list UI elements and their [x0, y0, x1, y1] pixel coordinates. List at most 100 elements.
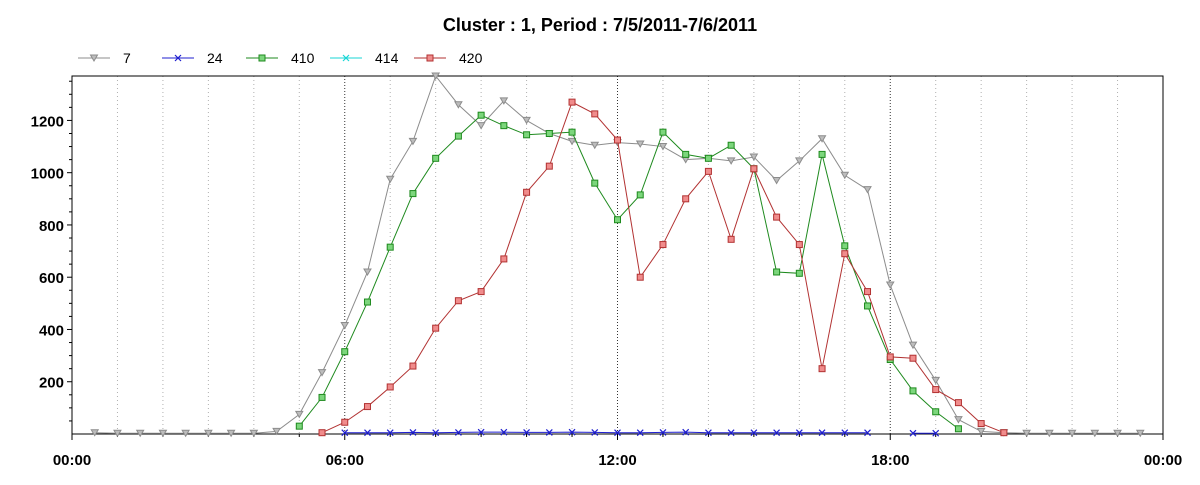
legend-item-420: 420: [414, 50, 483, 66]
data-point: [682, 195, 690, 203]
data-point: [659, 241, 667, 249]
legend-label: 24: [207, 50, 223, 66]
data-point: [408, 137, 418, 146]
data-point: [568, 428, 576, 436]
data-point: [431, 72, 441, 80]
data-point: [386, 243, 394, 251]
data-point: [500, 428, 508, 436]
data-point: [523, 131, 531, 139]
x-tick-label: 18:00: [871, 452, 909, 469]
data-point: [682, 428, 690, 436]
data-point: [727, 429, 735, 437]
data-point: [341, 429, 349, 437]
data-point: [864, 429, 871, 437]
legend: 7 24 410 414 420: [78, 50, 483, 66]
x-axis: 00:00 06:00 12:00 18:00 00:00: [53, 434, 1182, 469]
data-point: [226, 429, 236, 438]
data-point: [567, 137, 577, 146]
data-point: [409, 190, 417, 198]
data-point: [1044, 429, 1054, 438]
data-point: [545, 162, 553, 170]
data-point: [682, 150, 690, 158]
data-point: [726, 157, 736, 165]
data-point: [841, 250, 849, 258]
data-point: [1022, 429, 1032, 438]
data-point: [772, 177, 781, 185]
legend-marker: [174, 54, 182, 62]
legend-item-7: 7: [78, 50, 131, 66]
data-point: [908, 341, 918, 350]
data-point: [909, 387, 917, 395]
data-point: [317, 369, 327, 377]
data-point: [864, 288, 872, 296]
data-point: [818, 365, 826, 373]
data-point: [614, 216, 621, 224]
data-point: [954, 416, 963, 424]
data-point: [704, 154, 712, 162]
data-point: [1113, 429, 1122, 438]
data-point: [976, 427, 986, 436]
series-24: [341, 428, 940, 437]
data-point: [795, 429, 803, 437]
grid-lines: [116, 76, 1119, 434]
data-point: [454, 101, 463, 109]
data-point: [886, 353, 894, 361]
y-tick-label: 1000: [31, 166, 64, 183]
data-point: [818, 429, 826, 437]
data-point: [659, 128, 667, 136]
legend-marker: [426, 54, 434, 62]
data-point: [795, 241, 803, 249]
data-point: [249, 429, 259, 438]
data-point: [658, 143, 668, 151]
data-point: [750, 165, 758, 173]
data-point: [477, 428, 485, 436]
legend-marker: [89, 54, 99, 62]
data-point: [158, 429, 168, 438]
data-point: [885, 281, 895, 290]
data-point: [863, 186, 872, 194]
data-point: [477, 288, 485, 296]
legend-item-410: 410: [246, 50, 315, 66]
data-point: [794, 157, 804, 165]
data-point: [727, 141, 735, 149]
data-point: [500, 255, 508, 263]
data-point: [432, 154, 440, 162]
data-point: [386, 383, 394, 391]
data-point: [932, 429, 940, 437]
y-tick-label: 1200: [31, 113, 64, 130]
data-point: [909, 429, 917, 437]
legend-item-414: 414: [330, 50, 399, 66]
data-point: [727, 235, 735, 243]
data-point: [1067, 429, 1077, 438]
data-point: [636, 429, 644, 437]
x-tick-label: 12:00: [598, 452, 636, 469]
data-point: [432, 429, 440, 437]
data-point: [614, 136, 621, 144]
data-point: [954, 399, 962, 407]
y-tick-label: 400: [39, 322, 64, 339]
data-point: [90, 429, 100, 437]
data-point: [590, 141, 600, 150]
data-point: [954, 425, 962, 433]
data-point: [932, 408, 940, 416]
series-line: [321, 101, 1005, 434]
data-point: [409, 362, 417, 370]
data-point: [749, 153, 759, 161]
plot-area: [71, 75, 1164, 435]
data-point: [704, 429, 712, 437]
y-tick-label: 800: [39, 218, 64, 235]
data-point: [818, 150, 826, 158]
data-point: [363, 268, 372, 276]
data-point: [591, 429, 599, 436]
y-tick-label: 600: [39, 270, 64, 287]
data-point: [318, 429, 326, 437]
legend-label: 414: [375, 50, 399, 66]
data-point: [295, 422, 303, 430]
data-point: [522, 116, 531, 125]
data-point: [840, 171, 850, 180]
data-point: [909, 354, 917, 362]
chart-title: Cluster : 1, Period : 7/5/2011-7/6/2011: [443, 15, 757, 35]
data-point: [523, 188, 531, 196]
series-410: [295, 111, 962, 433]
data-point: [932, 386, 940, 394]
